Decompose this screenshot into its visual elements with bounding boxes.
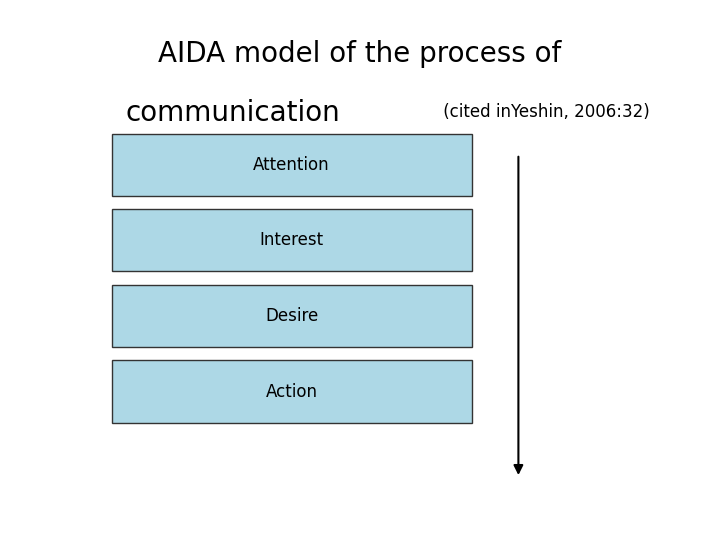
Bar [112,133,472,195]
Text: Action: Action [266,382,318,401]
Text: communication: communication [126,99,341,127]
Bar [112,209,472,271]
Text: (cited inYeshin, 2006:32): (cited inYeshin, 2006:32) [438,103,649,121]
Text: AIDA model of the process of: AIDA model of the process of [158,40,562,68]
Bar [112,285,472,347]
Text: Interest: Interest [259,231,324,249]
Text: Attention: Attention [253,156,330,174]
Text: Desire: Desire [265,307,318,325]
Bar [112,361,472,423]
